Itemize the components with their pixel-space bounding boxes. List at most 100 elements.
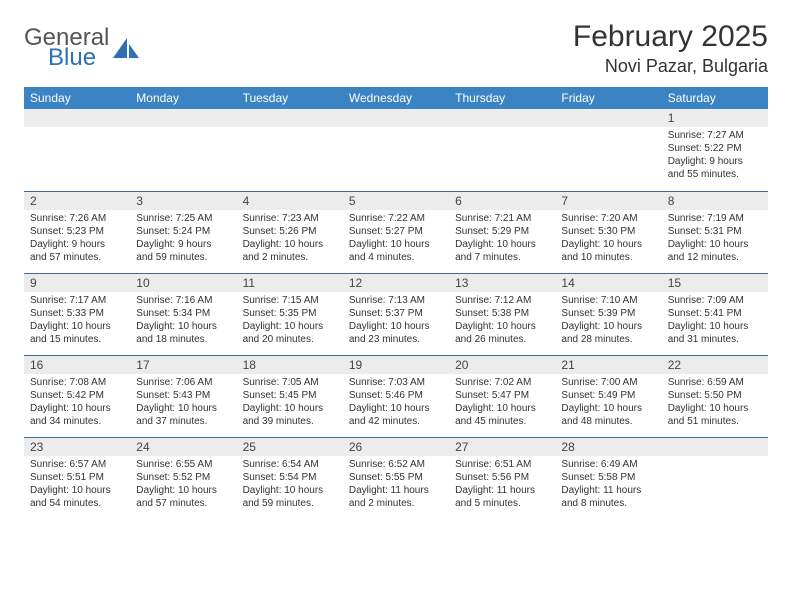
day-number: 9: [24, 274, 130, 292]
header: General Blue February 2025 Novi Pazar, B…: [24, 20, 768, 77]
day-details: Sunrise: 6:54 AMSunset: 5:54 PMDaylight:…: [237, 456, 343, 514]
calendar-cell: 1Sunrise: 7:27 AMSunset: 5:22 PMDaylight…: [662, 109, 768, 191]
calendar-cell: 5Sunrise: 7:22 AMSunset: 5:27 PMDaylight…: [343, 191, 449, 273]
sail-icon: [113, 38, 139, 58]
calendar-cell: [24, 109, 130, 191]
day-details: Sunrise: 7:09 AMSunset: 5:41 PMDaylight:…: [662, 292, 768, 350]
calendar-cell: 19Sunrise: 7:03 AMSunset: 5:46 PMDayligh…: [343, 355, 449, 437]
day-number: 14: [555, 274, 661, 292]
calendar-cell: [555, 109, 661, 191]
day-number: 23: [24, 438, 130, 456]
calendar-cell: 3Sunrise: 7:25 AMSunset: 5:24 PMDaylight…: [130, 191, 236, 273]
day-details: Sunrise: 7:05 AMSunset: 5:45 PMDaylight:…: [237, 374, 343, 432]
day-details: Sunrise: 6:49 AMSunset: 5:58 PMDaylight:…: [555, 456, 661, 514]
day-details: Sunrise: 7:02 AMSunset: 5:47 PMDaylight:…: [449, 374, 555, 432]
calendar-cell: 15Sunrise: 7:09 AMSunset: 5:41 PMDayligh…: [662, 273, 768, 355]
weekday-header: Friday: [555, 87, 661, 109]
day-number: 24: [130, 438, 236, 456]
calendar-cell: [343, 109, 449, 191]
day-number: 8: [662, 192, 768, 210]
day-number: 21: [555, 356, 661, 374]
day-number: 22: [662, 356, 768, 374]
calendar-cell: 14Sunrise: 7:10 AMSunset: 5:39 PMDayligh…: [555, 273, 661, 355]
weekday-header: Tuesday: [237, 87, 343, 109]
month-title: February 2025: [573, 20, 768, 54]
calendar-cell: 23Sunrise: 6:57 AMSunset: 5:51 PMDayligh…: [24, 437, 130, 519]
weekday-header-row: Sunday Monday Tuesday Wednesday Thursday…: [24, 87, 768, 109]
day-number: 20: [449, 356, 555, 374]
calendar-cell: 6Sunrise: 7:21 AMSunset: 5:29 PMDaylight…: [449, 191, 555, 273]
day-details: Sunrise: 7:06 AMSunset: 5:43 PMDaylight:…: [130, 374, 236, 432]
day-number: 25: [237, 438, 343, 456]
day-number: 1: [662, 109, 768, 127]
day-number: 28: [555, 438, 661, 456]
day-number: 17: [130, 356, 236, 374]
calendar-row: 9Sunrise: 7:17 AMSunset: 5:33 PMDaylight…: [24, 273, 768, 355]
calendar-cell: 24Sunrise: 6:55 AMSunset: 5:52 PMDayligh…: [130, 437, 236, 519]
calendar-cell: 20Sunrise: 7:02 AMSunset: 5:47 PMDayligh…: [449, 355, 555, 437]
calendar-cell: 11Sunrise: 7:15 AMSunset: 5:35 PMDayligh…: [237, 273, 343, 355]
calendar-row: 2Sunrise: 7:26 AMSunset: 5:23 PMDaylight…: [24, 191, 768, 273]
day-number: 15: [662, 274, 768, 292]
calendar-cell: [237, 109, 343, 191]
day-number: 11: [237, 274, 343, 292]
day-number: 26: [343, 438, 449, 456]
day-details: Sunrise: 7:17 AMSunset: 5:33 PMDaylight:…: [24, 292, 130, 350]
calendar-cell: 28Sunrise: 6:49 AMSunset: 5:58 PMDayligh…: [555, 437, 661, 519]
day-number: 7: [555, 192, 661, 210]
day-details: Sunrise: 6:52 AMSunset: 5:55 PMDaylight:…: [343, 456, 449, 514]
day-details: Sunrise: 7:22 AMSunset: 5:27 PMDaylight:…: [343, 210, 449, 268]
day-details: Sunrise: 6:51 AMSunset: 5:56 PMDaylight:…: [449, 456, 555, 514]
calendar-cell: [662, 437, 768, 519]
calendar-row: 1Sunrise: 7:27 AMSunset: 5:22 PMDaylight…: [24, 109, 768, 191]
day-number: 12: [343, 274, 449, 292]
day-number: 16: [24, 356, 130, 374]
day-details: Sunrise: 6:55 AMSunset: 5:52 PMDaylight:…: [130, 456, 236, 514]
calendar-cell: 10Sunrise: 7:16 AMSunset: 5:34 PMDayligh…: [130, 273, 236, 355]
day-details: Sunrise: 7:15 AMSunset: 5:35 PMDaylight:…: [237, 292, 343, 350]
calendar-cell: 21Sunrise: 7:00 AMSunset: 5:49 PMDayligh…: [555, 355, 661, 437]
day-details: Sunrise: 7:23 AMSunset: 5:26 PMDaylight:…: [237, 210, 343, 268]
calendar-cell: [130, 109, 236, 191]
weekday-header: Thursday: [449, 87, 555, 109]
weekday-header: Wednesday: [343, 87, 449, 109]
weekday-header: Monday: [130, 87, 236, 109]
day-number: 13: [449, 274, 555, 292]
calendar-cell: 2Sunrise: 7:26 AMSunset: 5:23 PMDaylight…: [24, 191, 130, 273]
day-details: Sunrise: 7:21 AMSunset: 5:29 PMDaylight:…: [449, 210, 555, 268]
day-details: Sunrise: 7:19 AMSunset: 5:31 PMDaylight:…: [662, 210, 768, 268]
calendar-cell: 8Sunrise: 7:19 AMSunset: 5:31 PMDaylight…: [662, 191, 768, 273]
day-details: Sunrise: 7:13 AMSunset: 5:37 PMDaylight:…: [343, 292, 449, 350]
calendar-cell: 12Sunrise: 7:13 AMSunset: 5:37 PMDayligh…: [343, 273, 449, 355]
location: Novi Pazar, Bulgaria: [573, 56, 768, 77]
calendar-cell: [449, 109, 555, 191]
calendar-row: 23Sunrise: 6:57 AMSunset: 5:51 PMDayligh…: [24, 437, 768, 519]
day-number: 10: [130, 274, 236, 292]
day-details: Sunrise: 7:20 AMSunset: 5:30 PMDaylight:…: [555, 210, 661, 268]
title-block: February 2025 Novi Pazar, Bulgaria: [573, 20, 768, 77]
calendar-cell: 4Sunrise: 7:23 AMSunset: 5:26 PMDaylight…: [237, 191, 343, 273]
day-number: 18: [237, 356, 343, 374]
calendar-cell: 9Sunrise: 7:17 AMSunset: 5:33 PMDaylight…: [24, 273, 130, 355]
day-details: Sunrise: 7:10 AMSunset: 5:39 PMDaylight:…: [555, 292, 661, 350]
day-number: 5: [343, 192, 449, 210]
day-details: Sunrise: 7:25 AMSunset: 5:24 PMDaylight:…: [130, 210, 236, 268]
calendar-cell: 7Sunrise: 7:20 AMSunset: 5:30 PMDaylight…: [555, 191, 661, 273]
day-details: Sunrise: 7:08 AMSunset: 5:42 PMDaylight:…: [24, 374, 130, 432]
day-number: 2: [24, 192, 130, 210]
day-details: Sunrise: 7:16 AMSunset: 5:34 PMDaylight:…: [130, 292, 236, 350]
day-details: Sunrise: 7:03 AMSunset: 5:46 PMDaylight:…: [343, 374, 449, 432]
calendar-cell: 26Sunrise: 6:52 AMSunset: 5:55 PMDayligh…: [343, 437, 449, 519]
calendar-cell: 22Sunrise: 6:59 AMSunset: 5:50 PMDayligh…: [662, 355, 768, 437]
day-number: 3: [130, 192, 236, 210]
day-details: Sunrise: 6:57 AMSunset: 5:51 PMDaylight:…: [24, 456, 130, 514]
calendar-cell: 13Sunrise: 7:12 AMSunset: 5:38 PMDayligh…: [449, 273, 555, 355]
day-number: 19: [343, 356, 449, 374]
weekday-header: Sunday: [24, 87, 130, 109]
day-number: 6: [449, 192, 555, 210]
calendar-cell: 25Sunrise: 6:54 AMSunset: 5:54 PMDayligh…: [237, 437, 343, 519]
day-details: Sunrise: 7:27 AMSunset: 5:22 PMDaylight:…: [662, 127, 768, 185]
day-details: Sunrise: 7:26 AMSunset: 5:23 PMDaylight:…: [24, 210, 130, 268]
day-number: 4: [237, 192, 343, 210]
calendar-table: Sunday Monday Tuesday Wednesday Thursday…: [24, 87, 768, 519]
